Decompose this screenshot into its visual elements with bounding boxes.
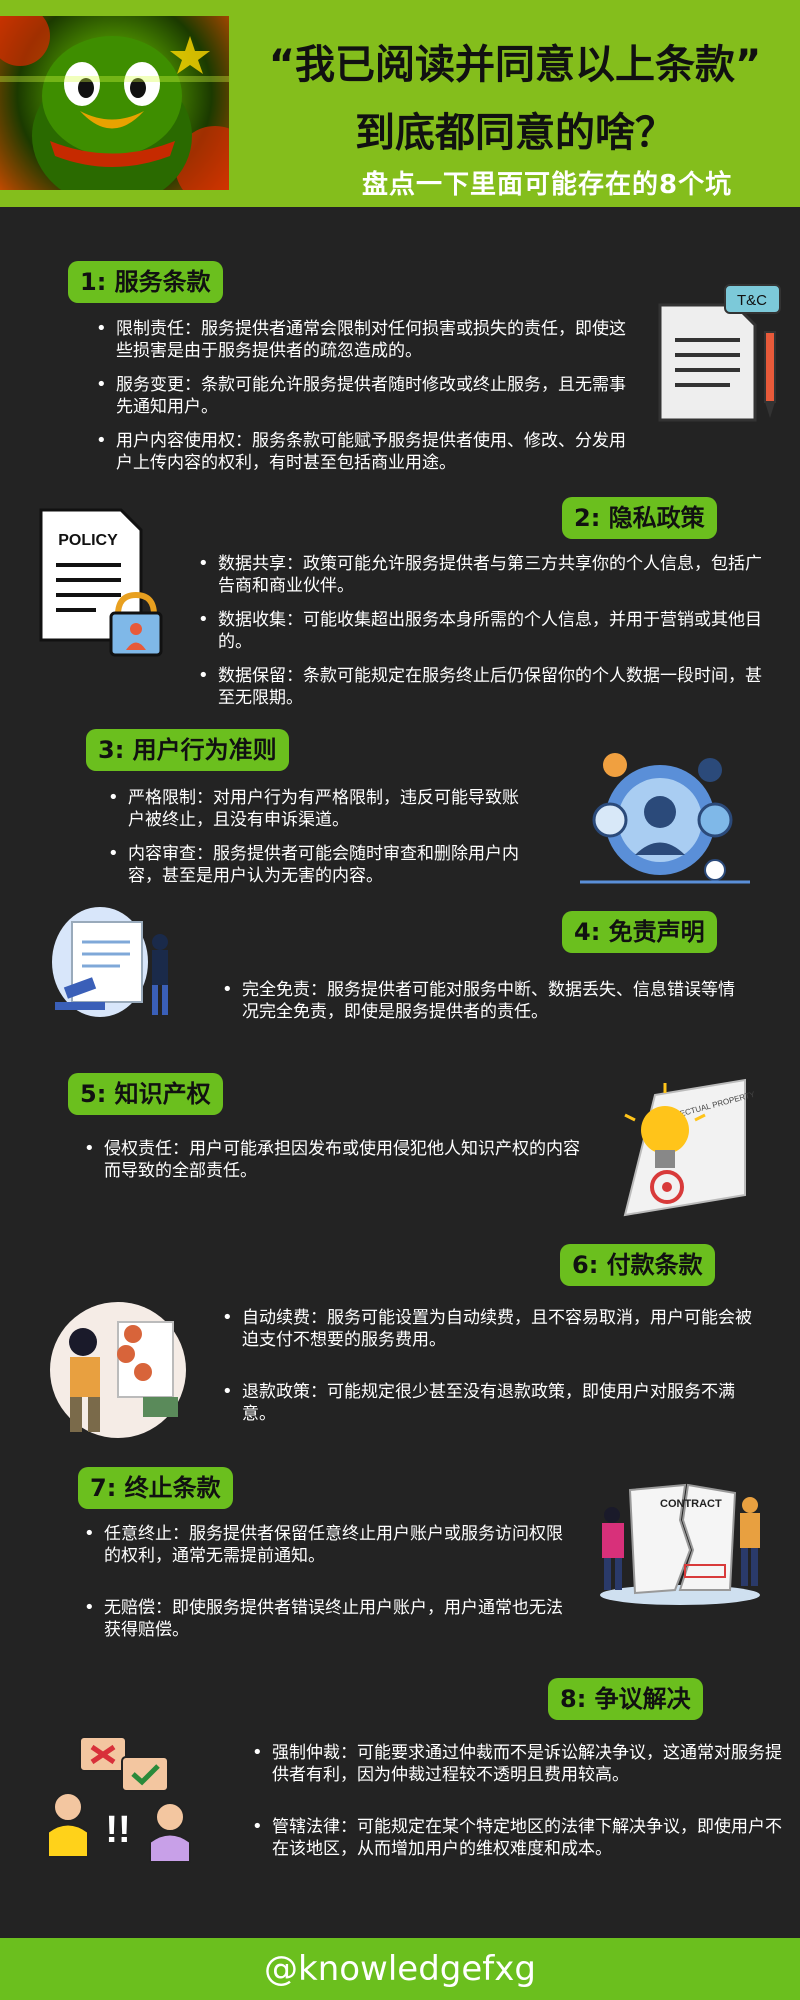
section-list-terms: 限制责任：服务提供者通常会限制对任何损害或损失的责任，即使这些损害是由于服务提供… (92, 318, 642, 486)
list-item: 服务变更：条款可能允许服务提供者随时修改或终止服务，且无需事先通知用户。 (92, 374, 642, 418)
list-item: 用户内容使用权：服务条款可能赋予服务提供者使用、修改、分发用户上传内容的权利，有… (92, 430, 642, 474)
list-item: 严格限制：对用户行为有严格限制，违反可能导致账户被终止，且没有申诉渠道。 (104, 787, 534, 831)
section-heading-terms: 1: 服务条款 (68, 261, 223, 303)
section-heading-ip: 5: 知识产权 (68, 1073, 223, 1115)
section-list-privacy: 数据共享：政策可能允许服务提供者与第三方共享你的个人信息，包括广告商和商业伙伴。… (194, 553, 769, 721)
tc-badge-label: T&C (737, 292, 767, 309)
page-title-line2: 到底都同意的啥？ (355, 110, 675, 156)
list-item: 数据共享：政策可能允许服务提供者与第三方共享你的个人信息，包括广告商和商业伙伴。 (194, 553, 769, 597)
user-behavior-icon (580, 753, 750, 884)
list-item: 数据收集：可能收集超出服务本身所需的个人信息，并用于营销或其他目的。 (194, 609, 769, 653)
section-list-dispute: 强制仲裁：可能要求通过仲裁而不是诉讼解决争议，这通常对服务提供者有利，因为仲裁过… (248, 1742, 783, 1872)
list-item: 侵权责任：用户可能承担因发布或使用侵犯他人知识产权的内容而导致的全部责任。 (80, 1138, 580, 1182)
svg-text:!!: !! (105, 1809, 130, 1851)
section-heading-disclaimer: 4: 免责声明 (562, 911, 717, 953)
list-item: 任意终止：服务提供者保留任意终止用户账户或服务访问权限的权利，通常无需提前通知。 (80, 1523, 570, 1567)
list-item: 限制责任：服务提供者通常会限制对任何损害或损失的责任，即使这些损害是由于服务提供… (92, 318, 642, 362)
list-item: 完全免责：服务提供者可能对服务中断、数据丢失、信息错误等情况完全免责，即使是服务… (218, 979, 738, 1023)
section-heading-conduct: 3: 用户行为准则 (86, 729, 289, 771)
list-item: 内容审查：服务提供者可能会随时审查和删除用户内容，甚至是用户认为无害的内容。 (104, 843, 534, 887)
page-subtitle: 盘点一下里面可能存在的8个坑 (362, 170, 733, 200)
section-list-conduct: 严格限制：对用户行为有严格限制，违反可能导致账户被终止，且没有申诉渠道。 内容审… (104, 787, 534, 899)
payment-icon (50, 1302, 186, 1438)
section-list-ip: 侵权责任：用户可能承担因发布或使用侵犯他人知识产权的内容而导致的全部责任。 (80, 1138, 580, 1194)
section-heading-termination: 7: 终止条款 (78, 1467, 233, 1509)
privacy-policy-icon: POLICY (39, 508, 163, 657)
section-list-disclaimer: 完全免责：服务提供者可能对服务中断、数据丢失、信息错误等情况完全免责，即使是服务… (218, 979, 738, 1035)
list-item: 数据保留：条款可能规定在服务终止后仍保留你的个人数据一段时间，甚至无限期。 (194, 665, 769, 709)
list-item: 管辖法律：可能规定在某个特定地区的法律下解决争议，即使用户不在该地区，从而增加用… (248, 1816, 783, 1860)
section-heading-dispute: 8: 争议解决 (548, 1678, 703, 1720)
footer-handle: @knowledgefxg (0, 1938, 800, 2000)
list-item: 强制仲裁：可能要求通过仲裁而不是诉讼解决争议，这通常对服务提供者有利，因为仲裁过… (248, 1742, 783, 1786)
terms-document-icon: T&C (658, 284, 781, 422)
section-list-payment: 自动续费：服务可能设置为自动续费，且不容易取消，用户可能会被迫支付不想要的服务费… (218, 1307, 758, 1437)
page-title-line1: “我已阅读并同意以上条款” (268, 42, 762, 88)
policy-label: POLICY (58, 532, 118, 549)
intellectual-property-icon: INTELLECTUAL PROPERTY (623, 1078, 755, 1217)
list-item: 无赔偿：即使服务提供者错误终止用户账户，用户通常也无法获得赔偿。 (80, 1597, 570, 1641)
list-item: 自动续费：服务可能设置为自动续费，且不容易取消，用户可能会被迫支付不想要的服务费… (218, 1307, 758, 1351)
qq-penguin-image (0, 16, 229, 190)
disclaimer-gavel-icon (52, 907, 168, 1017)
header-banner: “我已阅读并同意以上条款” 到底都同意的啥？ 盘点一下里面可能存在的8个坑 (0, 0, 800, 207)
list-item: 退款政策：可能规定很少甚至没有退款政策，即使用户对服务不满意。 (218, 1381, 758, 1425)
section-heading-privacy: 2: 隐私政策 (562, 497, 717, 539)
section-heading-payment: 6: 付款条款 (560, 1244, 715, 1286)
contract-label: CONTRACT (660, 1498, 722, 1510)
section-list-termination: 任意终止：服务提供者保留任意终止用户账户或服务访问权限的权利，通常无需提前通知。… (80, 1523, 570, 1653)
contract-torn-icon: CONTRACT (600, 1483, 760, 1605)
dispute-resolution-icon: !! (47, 1736, 191, 1863)
